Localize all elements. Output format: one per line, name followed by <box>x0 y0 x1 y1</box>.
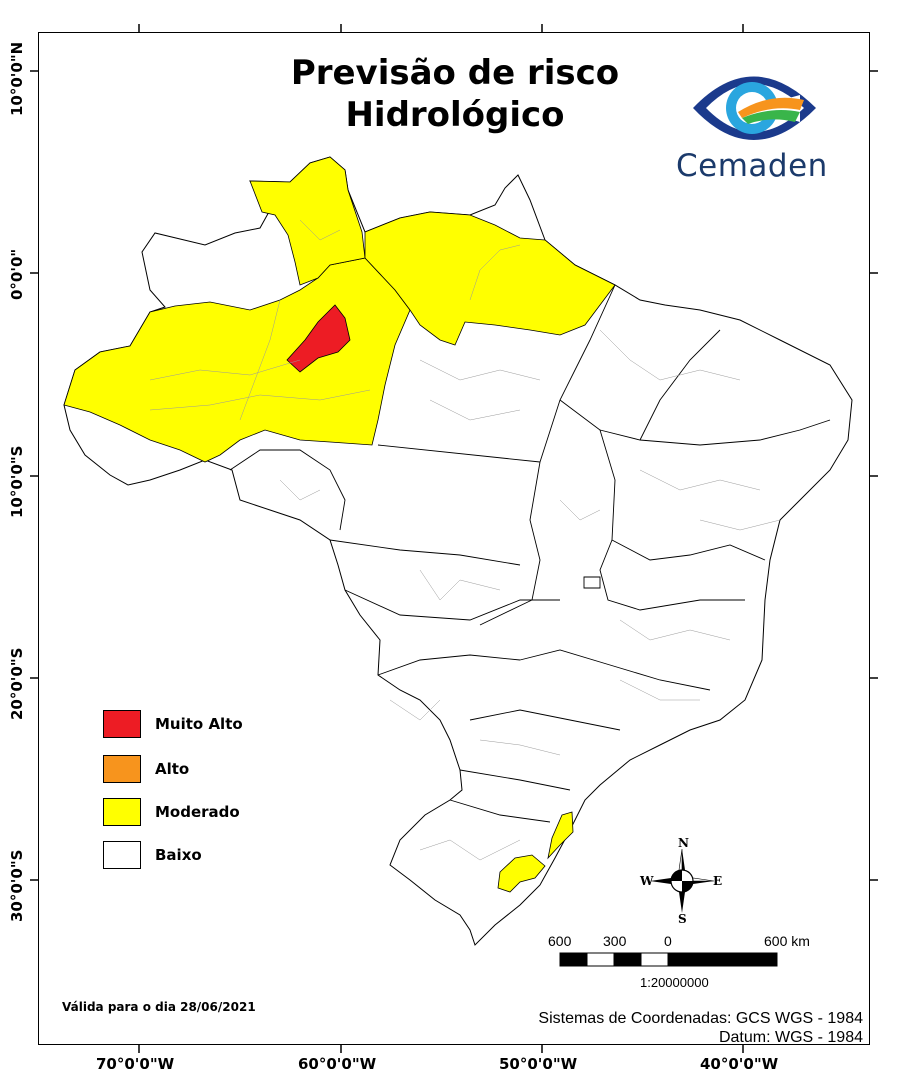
longitude-label-70w: 70°0'0"W <box>96 1055 175 1073</box>
region-muito-alto <box>286 304 351 373</box>
scale-label-600km: 600 km <box>764 933 810 949</box>
north-arrow-icon <box>650 848 715 913</box>
region-roraima-moderado <box>249 156 366 286</box>
legend-label-alto: Alto <box>155 760 190 778</box>
legend-label-baixo: Baixo <box>155 846 202 864</box>
legend-swatch-moderado <box>103 798 141 826</box>
compass-e: E <box>713 874 723 888</box>
mesoregion-borders <box>149 219 781 861</box>
coordinate-system: Sistemas de Coordenadas: GCS WGS - 1984 <box>538 1010 863 1027</box>
state-borders <box>229 284 831 823</box>
datum: Datum: WGS - 1984 <box>718 1029 863 1046</box>
latitude-label-30s: 30°0'0"S <box>8 849 26 922</box>
latitude-label-10s: 10°0'0"S <box>8 445 26 518</box>
longitude-label-50w: 50°0'0"W <box>499 1055 578 1073</box>
scale-label-600: 600 <box>548 933 572 949</box>
title-line-1: Previsão de risco <box>290 53 620 93</box>
latitude-label-0: 0°0'0" <box>8 248 26 300</box>
coordinate-info: Sistemas de Coordenadas: GCS WGS - 1984 … <box>538 1009 863 1047</box>
region-rs-moderado <box>497 854 546 893</box>
valid-date: Válida para o dia 28/06/2021 <box>62 1000 256 1014</box>
map-title: Previsão de risco Hidrológico <box>230 52 680 136</box>
scale-ratio: 1:20000000 <box>640 975 709 990</box>
scale-label-300: 300 <box>603 933 627 949</box>
region-sc-moderado <box>547 811 574 860</box>
legend-swatch-baixo <box>103 841 141 869</box>
legend-item-baixo: Baixo <box>103 841 303 871</box>
frame-ticks <box>30 24 878 1053</box>
compass-s: S <box>678 912 687 926</box>
cemaden-logo-icon <box>693 76 816 140</box>
latitude-label-20s: 20°0'0"S <box>8 647 26 720</box>
title-line-2: Hidrológico <box>345 95 565 135</box>
compass-w: W <box>640 874 654 888</box>
legend-item-muito-alto: Muito Alto <box>103 710 303 740</box>
legend-swatch-alto <box>103 755 141 783</box>
region-north-para-moderado <box>364 211 616 346</box>
latitude-label-10n: 10°0'0"N <box>8 41 26 116</box>
longitude-label-60w: 60°0'0"W <box>298 1055 377 1073</box>
compass-n: N <box>678 836 689 850</box>
legend-swatch-muito-alto <box>103 710 141 738</box>
region-amazonas-moderado <box>63 257 411 463</box>
legend-label-moderado: Moderado <box>155 803 240 821</box>
scale-label-0: 0 <box>664 933 672 949</box>
longitude-label-40w: 40°0'0"W <box>700 1055 779 1073</box>
legend-item-alto: Alto <box>103 755 303 785</box>
legend-item-moderado: Moderado <box>103 798 303 828</box>
cemaden-logo-text: Cemaden <box>676 148 828 184</box>
legend-label-muito-alto: Muito Alto <box>155 715 243 733</box>
scale-bar <box>559 952 778 967</box>
